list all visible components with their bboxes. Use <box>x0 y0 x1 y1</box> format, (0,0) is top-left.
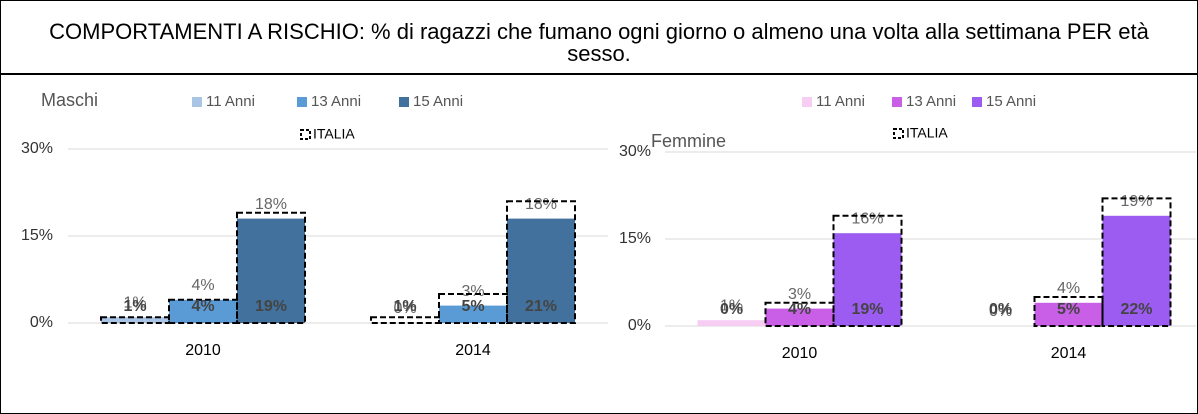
value-label: 1% <box>123 294 146 311</box>
italia-box <box>506 200 576 324</box>
legend-label: 13 Anni <box>311 93 361 110</box>
bar <box>1102 215 1171 326</box>
bar <box>169 299 237 323</box>
legend-label: ITALIA <box>906 125 948 141</box>
legend-label: 15 Anni <box>986 93 1036 110</box>
italia-label: 22% <box>1120 301 1152 318</box>
italia-box <box>1033 296 1104 327</box>
y-tick-label: 0% <box>628 317 651 334</box>
y-tick-label: 15% <box>619 230 651 247</box>
value-label: 3% <box>788 286 811 303</box>
y-tick-label: 15% <box>21 227 53 244</box>
value-label: 19% <box>1120 193 1152 210</box>
legend-label: 15 Anni <box>413 93 463 110</box>
bar <box>765 308 834 326</box>
value-label: 3% <box>461 283 484 300</box>
value-label: 0% <box>989 303 1012 320</box>
bar <box>101 317 169 323</box>
value-label: 1% <box>720 297 743 314</box>
legend-swatch <box>972 97 982 107</box>
legend-label: 11 Anni <box>816 93 865 110</box>
x-tick-label: 2014 <box>455 342 491 359</box>
italia-label: 19% <box>255 298 287 315</box>
bar <box>833 233 902 326</box>
x-tick-label: 2010 <box>185 342 221 359</box>
legend-swatch <box>893 128 904 139</box>
bar <box>697 320 766 326</box>
italia-label: 1% <box>123 298 146 315</box>
italia-label: 5% <box>1057 301 1080 318</box>
y-tick-label: 30% <box>21 140 53 157</box>
y-tick-label: 30% <box>619 143 651 160</box>
value-label: 18% <box>255 196 287 213</box>
chart-title: Maschi <box>41 90 98 110</box>
y-tick-label: 0% <box>30 314 53 331</box>
italia-box <box>370 316 440 325</box>
legend-label: ITALIA <box>313 126 355 142</box>
value-label: 4% <box>191 277 214 294</box>
legend-swatch <box>892 97 902 107</box>
bar <box>507 218 575 323</box>
bar <box>439 305 507 323</box>
value-label: 18% <box>525 196 557 213</box>
italia-label: 21% <box>525 298 557 315</box>
chart-title: Femmine <box>651 131 726 151</box>
italia-label: 19% <box>851 301 883 318</box>
italia-label: 4% <box>191 298 214 315</box>
page-title: COMPORTAMENTI A RISCHIO: % di ragazzi ch… <box>1 1 1197 75</box>
x-tick-label: 2010 <box>782 345 818 362</box>
italia-label: 5% <box>461 298 484 315</box>
italia-box <box>100 316 170 325</box>
value-label: 0% <box>393 300 416 317</box>
bar <box>237 218 305 323</box>
italia-box <box>832 214 903 327</box>
value-label: 16% <box>851 210 883 227</box>
bar <box>1034 302 1103 326</box>
italia-label: 1% <box>393 298 416 315</box>
italia-box <box>236 211 306 324</box>
italia-box <box>1101 197 1172 327</box>
legend-swatch <box>192 97 202 107</box>
italia-label: 4% <box>788 301 811 318</box>
legend-swatch <box>300 129 311 140</box>
legend-swatch <box>399 97 409 107</box>
italia-label: 0% <box>989 301 1012 318</box>
x-tick-label: 2014 <box>1051 345 1087 362</box>
legend-swatch <box>802 97 812 107</box>
legend-label: 13 Anni <box>906 93 956 110</box>
italia-label: 0% <box>720 301 743 318</box>
legend-swatch <box>297 97 307 107</box>
legend-label: 11 Anni <box>206 93 255 110</box>
value-label: 4% <box>1057 280 1080 297</box>
